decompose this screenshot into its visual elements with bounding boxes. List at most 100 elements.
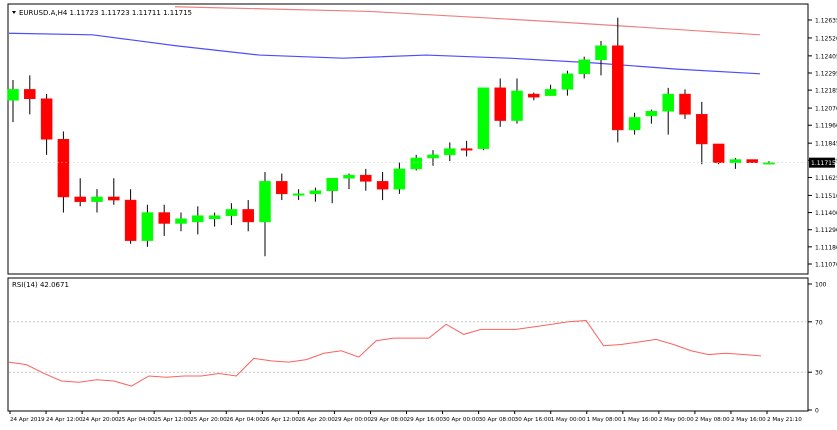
candle-body (679, 93, 691, 115)
candle[interactable] (511, 78, 523, 124)
candle[interactable] (7, 80, 19, 123)
candle[interactable] (595, 41, 607, 76)
candle[interactable] (712, 143, 725, 165)
candle-body (628, 117, 641, 131)
symbol-header[interactable]: EURUSD.A,H4 1.11723 1.11723 1.11711 1.11… (12, 9, 192, 17)
candle-body (393, 168, 406, 190)
candle[interactable] (612, 17, 624, 143)
candle[interactable] (679, 89, 691, 120)
ma-blue-line (8, 32, 761, 75)
candle[interactable] (343, 173, 355, 190)
candle-body (259, 181, 271, 223)
time-axis: 24 Apr 2019 24 Apr 12:00 24 Apr 20:00 25 Ap… (9, 411, 802, 423)
candle-body (57, 139, 70, 198)
time-tick-label: 25 Apr 20:00 (190, 417, 227, 423)
candle-body (712, 143, 725, 163)
price-tick-label: 1.12405 (815, 53, 837, 60)
candle[interactable] (309, 187, 322, 202)
candle-body (645, 110, 658, 117)
candle[interactable] (544, 84, 557, 96)
candle[interactable] (141, 204, 154, 247)
candle-body (477, 87, 490, 149)
current-price-box (809, 157, 835, 168)
candle-body (561, 73, 574, 90)
candle[interactable] (393, 162, 406, 194)
candle-body (175, 218, 187, 224)
candle-body (578, 59, 590, 75)
candle[interactable] (645, 109, 658, 124)
candle-body (460, 148, 473, 151)
candle[interactable] (108, 178, 120, 205)
candle-body (494, 87, 506, 121)
candle[interactable] (410, 154, 422, 171)
rsi-tick-label: 70 (815, 319, 823, 326)
candle-body (242, 209, 254, 223)
candle[interactable] (729, 157, 742, 169)
candle[interactable] (259, 172, 271, 257)
candle-body (91, 196, 103, 202)
candle[interactable] (292, 189, 305, 201)
collapse-triangle-icon[interactable] (12, 11, 16, 14)
candle[interactable] (477, 87, 490, 151)
candle-body (410, 157, 422, 170)
time-tick-label: 1 May 16:00 (623, 417, 658, 423)
price-tick-label: 1.11070 (815, 262, 837, 269)
candle[interactable] (326, 177, 338, 204)
candle[interactable] (746, 159, 758, 163)
candle[interactable] (578, 56, 590, 79)
candle-body (444, 148, 456, 156)
candle[interactable] (276, 173, 288, 201)
candle[interactable] (91, 189, 103, 213)
candle-body (544, 89, 557, 96)
candle-body (40, 98, 53, 140)
candle[interactable] (376, 172, 389, 201)
candle-body (612, 45, 624, 131)
time-tick-label: 1 May 08:00 (587, 417, 622, 423)
time-tick-label: 30 Apr 16:00 (515, 417, 552, 423)
rsi-tick-label: 30 (815, 370, 823, 377)
candle[interactable] (158, 204, 170, 236)
candle[interactable] (628, 112, 641, 135)
candle[interactable] (427, 150, 439, 166)
time-tick-label: 2 May 16:00 (731, 417, 766, 423)
candle-body (729, 159, 742, 163)
candle[interactable] (192, 206, 204, 235)
candle[interactable] (74, 178, 86, 207)
candle[interactable] (662, 87, 674, 135)
price-axis: 1.12635 1.12520 1.12405 1.12295 1.12185 1.120… (9, 18, 837, 269)
candle[interactable] (124, 189, 137, 244)
candle[interactable] (494, 78, 506, 127)
candle-body (276, 181, 288, 195)
candle[interactable] (24, 75, 36, 115)
candle[interactable] (360, 168, 372, 191)
time-tick-label: 30 Apr 08:00 (479, 417, 516, 423)
candle[interactable] (208, 212, 221, 227)
candle[interactable] (242, 200, 254, 232)
candle-body (376, 181, 389, 190)
rsi-tick-label: 0 (815, 408, 819, 415)
time-tick-label: 2 May 08:00 (695, 417, 730, 423)
ma-red-line (174, 6, 761, 36)
candle[interactable] (225, 203, 238, 226)
candle[interactable] (444, 142, 456, 162)
candle-body (7, 89, 19, 101)
candle[interactable] (561, 70, 574, 96)
candle[interactable] (528, 92, 540, 101)
candle-body (696, 114, 708, 145)
candle[interactable] (57, 131, 70, 213)
candle-body (360, 174, 372, 182)
candle-body (108, 196, 120, 201)
candle[interactable] (460, 140, 473, 157)
candle[interactable] (175, 212, 187, 232)
candle-body (192, 215, 204, 223)
candle-body (292, 193, 305, 196)
candle-body (124, 199, 137, 241)
candle-body (427, 154, 439, 159)
candle-body (309, 190, 322, 195)
rsi-layer (8, 320, 806, 387)
candle[interactable] (696, 101, 708, 165)
candles-layer[interactable] (7, 17, 775, 257)
candle[interactable] (40, 94, 53, 155)
